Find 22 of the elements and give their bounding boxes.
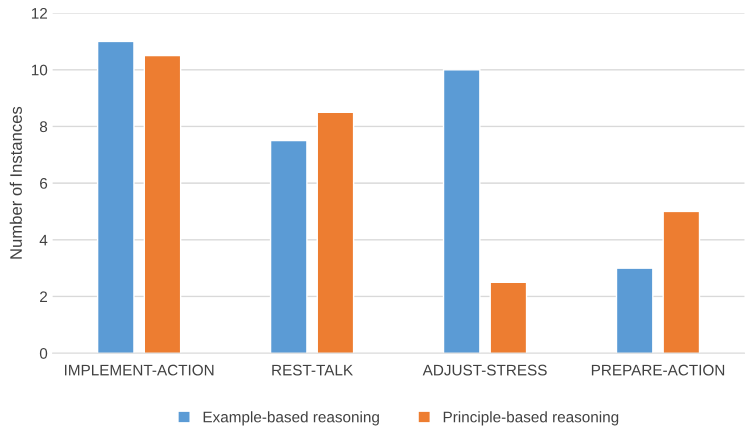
y-tick-label: 12 — [32, 8, 48, 19]
y-tick-label: 10 — [32, 64, 48, 76]
y-tick-label: 0 — [40, 348, 48, 359]
x-tick-label: REST-TALK — [272, 364, 353, 376]
y-tick-label: 4 — [40, 234, 48, 246]
bar — [662, 210, 700, 354]
y-axis-title: Number of Instances — [10, 106, 22, 259]
bar — [96, 40, 135, 354]
legend-label: Example-based reasoning — [204, 411, 379, 426]
bar — [490, 282, 528, 354]
y-tick-label: 6 — [40, 178, 48, 189]
x-tick-label: IMPLEMENT-ACTION — [64, 364, 214, 376]
x-tick-label: PREPARE-ACTION — [592, 364, 724, 376]
x-tick-label: ADJUST-STRESS — [422, 364, 547, 376]
bar — [316, 112, 354, 354]
bar — [144, 54, 182, 354]
y-tick-label: 8 — [40, 121, 48, 132]
bar — [442, 69, 481, 354]
legend-label: Principle-based reasoning — [444, 411, 618, 426]
y-tick-label: 2 — [40, 291, 48, 302]
bar — [616, 267, 654, 354]
bar — [270, 140, 308, 354]
